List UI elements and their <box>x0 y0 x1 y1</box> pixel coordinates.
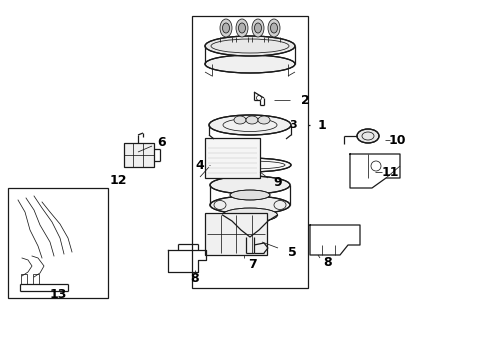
Text: 3: 3 <box>289 120 297 130</box>
Ellipse shape <box>205 36 295 56</box>
Bar <box>21 274 27 284</box>
Ellipse shape <box>210 196 290 214</box>
Ellipse shape <box>210 176 290 194</box>
Ellipse shape <box>220 19 232 37</box>
Ellipse shape <box>270 23 277 33</box>
Text: 13: 13 <box>49 288 67 301</box>
Text: 7: 7 <box>247 257 256 270</box>
Bar <box>8 188 108 298</box>
Ellipse shape <box>230 190 270 200</box>
Text: 5: 5 <box>288 246 296 258</box>
Bar <box>192 16 308 288</box>
Ellipse shape <box>236 19 248 37</box>
Ellipse shape <box>268 19 280 37</box>
Text: 10: 10 <box>388 134 406 147</box>
Text: 12: 12 <box>109 174 127 186</box>
Bar <box>205 138 260 178</box>
Ellipse shape <box>357 129 379 143</box>
Text: 1: 1 <box>318 118 326 131</box>
Ellipse shape <box>209 158 291 172</box>
Ellipse shape <box>205 55 295 73</box>
Text: 4: 4 <box>196 158 204 171</box>
Text: 9: 9 <box>274 176 282 189</box>
Bar <box>33 274 39 284</box>
Text: 8: 8 <box>324 256 332 269</box>
Bar <box>124 143 154 167</box>
Ellipse shape <box>234 116 246 124</box>
Bar <box>205 213 267 255</box>
Ellipse shape <box>252 19 264 37</box>
Text: 2: 2 <box>301 94 309 107</box>
Ellipse shape <box>222 208 277 222</box>
Ellipse shape <box>258 116 270 124</box>
Ellipse shape <box>239 23 245 33</box>
Ellipse shape <box>246 116 258 124</box>
Ellipse shape <box>254 23 262 33</box>
Ellipse shape <box>222 23 229 33</box>
Ellipse shape <box>209 115 291 135</box>
Text: 8: 8 <box>191 271 199 284</box>
Text: 11: 11 <box>381 166 399 179</box>
Text: 6: 6 <box>158 135 166 149</box>
